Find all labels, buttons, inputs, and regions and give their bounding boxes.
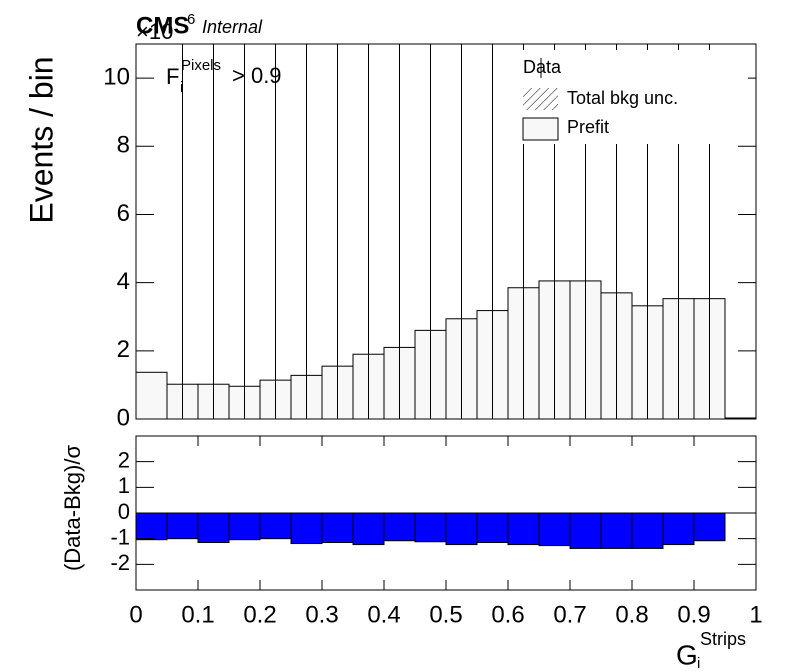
x-tick-label: 0.8 xyxy=(615,601,648,628)
histogram-bar xyxy=(631,512,664,549)
histogram-bar xyxy=(476,512,509,544)
x-tick-label: 0.4 xyxy=(367,601,400,628)
x-tick-label: 0.2 xyxy=(243,601,276,628)
y-axis-title: Events / bin xyxy=(23,56,59,223)
y-tick-label: 10 xyxy=(103,63,130,90)
x-tick-label: 1 xyxy=(749,601,762,628)
x-axis-title-sup: Strips xyxy=(700,629,746,649)
histogram-bar xyxy=(135,371,168,420)
y-tick-label: 1 xyxy=(118,473,130,498)
histogram-bar xyxy=(197,512,230,544)
y-tick-label: 8 xyxy=(117,132,130,159)
y-axis-title: (Data-Bkg)/σ xyxy=(60,445,85,571)
legend-label: Prefit xyxy=(567,117,609,137)
y-tick-label: 2 xyxy=(118,447,130,472)
histogram-bar xyxy=(693,512,726,542)
x-tick-label: 0.6 xyxy=(491,601,524,628)
legend-label: Data xyxy=(523,57,562,77)
x-axis-title: G xyxy=(676,639,698,670)
x-tick-label: 0.5 xyxy=(429,601,462,628)
legend-prefit-symbol xyxy=(522,117,559,141)
y-tick-label: 2 xyxy=(117,336,130,363)
y-tick-label: 0 xyxy=(117,404,130,431)
histogram-bar xyxy=(383,512,416,542)
multiplier: ×10 xyxy=(136,19,173,44)
y-tick-label: 4 xyxy=(117,268,130,295)
y-tick-label: -2 xyxy=(110,550,130,575)
histogram-bar xyxy=(135,512,168,541)
histogram-bar xyxy=(166,512,199,540)
histogram-bar xyxy=(290,512,323,545)
internal-label: Internal xyxy=(202,17,263,37)
y-tick-label: 6 xyxy=(117,200,130,227)
annotation-rest: > 0.9 xyxy=(232,63,282,88)
multiplier-exponent: 6 xyxy=(187,11,195,28)
histogram-bar xyxy=(414,512,447,543)
x-tick-label: 0.7 xyxy=(553,601,586,628)
histogram-bar xyxy=(662,512,695,546)
histogram-bar xyxy=(538,512,571,547)
histogram-bar xyxy=(600,512,633,549)
histogram-bar xyxy=(228,512,261,541)
frame xyxy=(135,43,757,420)
annotation-sup: Pixels xyxy=(181,57,221,74)
x-tick-label: 0.3 xyxy=(305,601,338,628)
labels: Events / bin (Data-Bkg)/σ CMS×10 6 Internal F… xyxy=(23,11,746,672)
top-panel: 0 2 4 6 8 10 xyxy=(103,43,757,431)
histogram-bar xyxy=(507,512,540,546)
annotation-sub: i xyxy=(180,79,183,96)
histogram-bar xyxy=(259,512,292,540)
x-tick-label: 0 xyxy=(129,601,142,628)
x-tick-label: 0.1 xyxy=(181,601,214,628)
legend-hatch-symbol xyxy=(523,88,558,110)
legend-label: Total bkg unc. xyxy=(567,88,678,108)
y-tick-label: 0 xyxy=(118,499,130,524)
x-tick-label: 0.9 xyxy=(677,601,710,628)
annotation: F xyxy=(166,64,179,89)
y-tick-label: -1 xyxy=(110,524,130,549)
histogram-bar xyxy=(352,512,385,546)
histogram-bar xyxy=(321,512,354,544)
cms-label: CMS xyxy=(136,12,189,39)
x-axis-title-sub: i xyxy=(697,655,700,672)
histogram-bar xyxy=(569,512,602,549)
histogram-bar xyxy=(445,512,478,546)
